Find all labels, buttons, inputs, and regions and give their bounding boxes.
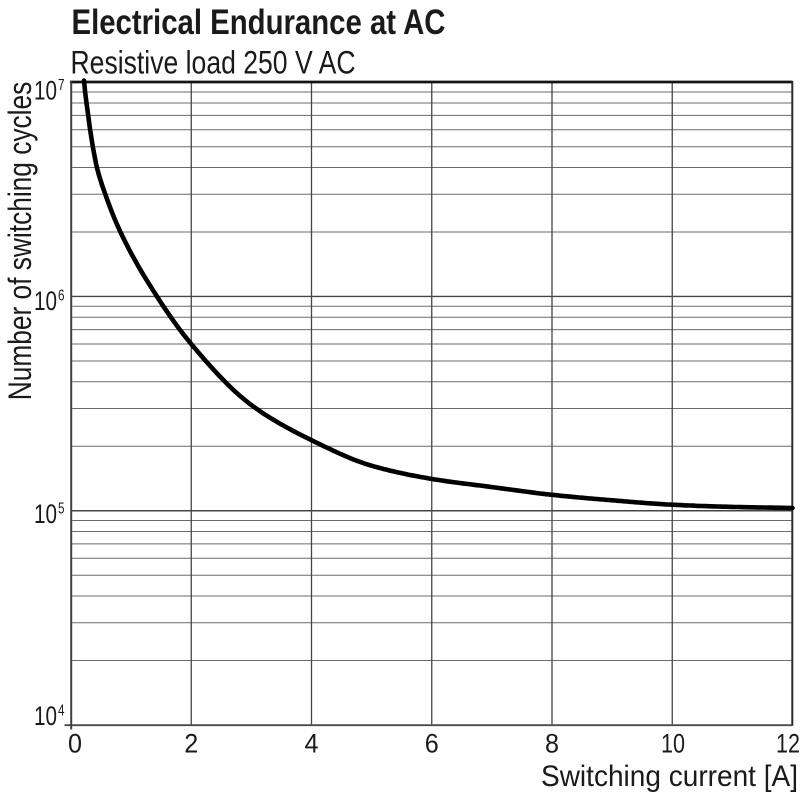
svg-text:6: 6	[58, 288, 65, 305]
svg-text:Electrical Endurance at AC: Electrical Endurance at AC	[72, 3, 446, 42]
svg-text:10: 10	[34, 499, 57, 529]
svg-text:Number of switching cycles: Number of switching cycles	[2, 82, 38, 401]
svg-text:2: 2	[184, 729, 198, 759]
svg-text:4: 4	[305, 729, 319, 759]
svg-text:7: 7	[58, 77, 65, 94]
svg-text:5: 5	[58, 501, 65, 518]
svg-text:12: 12	[776, 729, 800, 759]
svg-text:10: 10	[34, 76, 57, 106]
svg-text:Switching current [A]: Switching current [A]	[541, 760, 798, 793]
svg-text:10: 10	[34, 286, 57, 316]
svg-text:Resistive load 250 V AC: Resistive load 250 V AC	[71, 45, 356, 81]
svg-text:6: 6	[425, 729, 439, 759]
svg-text:0: 0	[68, 729, 82, 759]
svg-text:8: 8	[545, 729, 559, 759]
svg-text:10: 10	[661, 729, 685, 759]
svg-text:4: 4	[58, 703, 65, 720]
svg-text:10: 10	[34, 701, 57, 731]
